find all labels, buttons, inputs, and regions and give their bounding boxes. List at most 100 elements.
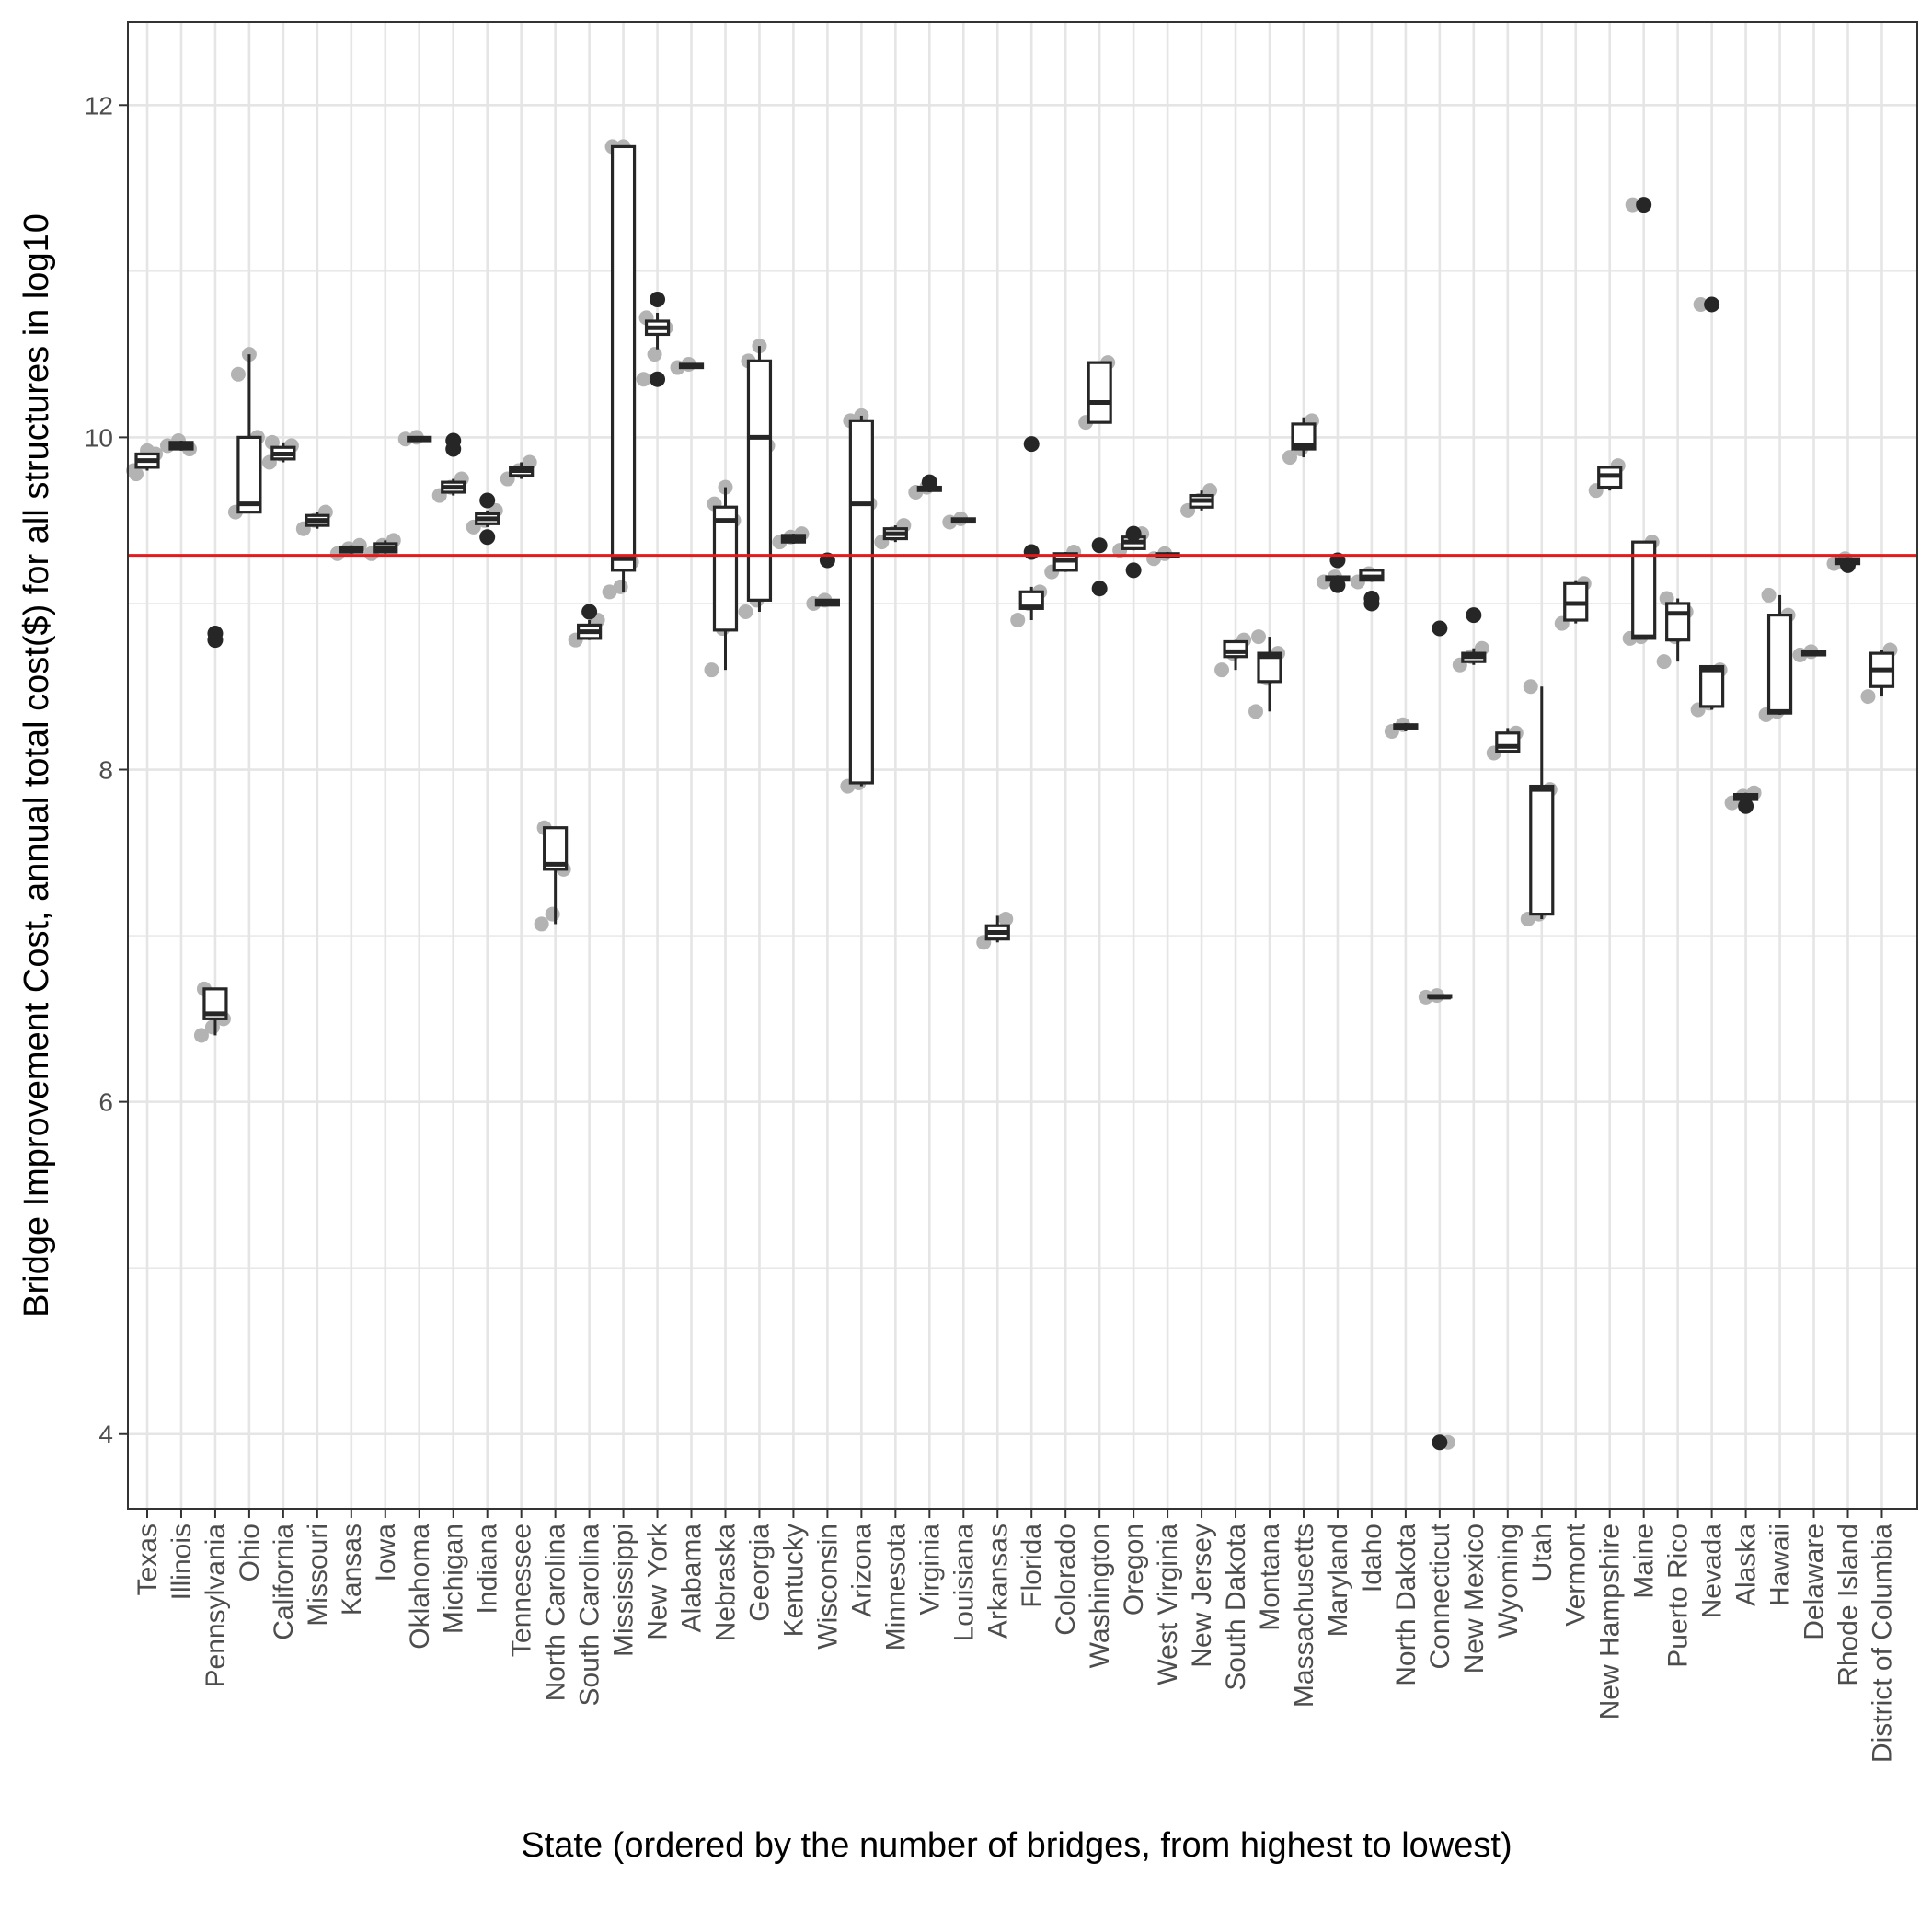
box — [1529, 784, 1555, 916]
x-tick-label: West Virginia — [1153, 1524, 1183, 1685]
x-tick-label: Idaho — [1357, 1524, 1387, 1593]
data-point — [534, 916, 549, 932]
y-tick-label: 12 — [85, 91, 113, 120]
data-point — [1282, 450, 1297, 466]
x-tick-label: Ohio — [235, 1524, 265, 1581]
outlier-point — [1432, 1434, 1448, 1451]
x-tick-label: Kansas — [337, 1524, 367, 1616]
x-tick-label: California — [269, 1524, 299, 1640]
x-tick-label: Wyoming — [1493, 1524, 1524, 1639]
x-tick-label: Nebraska — [710, 1524, 741, 1642]
x-tick-label: Georgia — [744, 1524, 775, 1622]
x-tick-label: Nevada — [1697, 1524, 1728, 1619]
outlier-point — [479, 529, 496, 546]
y-tick-label: 6 — [98, 1088, 113, 1117]
box — [610, 144, 637, 572]
x-tick-label: Louisiana — [949, 1524, 979, 1642]
outlier-point — [1023, 436, 1040, 453]
x-tick-label: Oklahoma — [405, 1524, 435, 1650]
x-tick-label: Arizona — [846, 1524, 877, 1617]
x-tick-label: Minnesota — [880, 1524, 911, 1651]
data-point — [1761, 587, 1777, 603]
x-tick-label: Utah — [1527, 1524, 1558, 1581]
x-tick-label: North Dakota — [1391, 1524, 1421, 1686]
y-axis-title: Bridge Improvement Cost, annual total co… — [17, 213, 56, 1317]
outlier-point — [1363, 591, 1380, 607]
x-tick-label: Kentucky — [778, 1524, 809, 1637]
x-tick-label: Alabama — [677, 1524, 707, 1633]
x-tick-label: Pennsylvania — [201, 1524, 231, 1688]
x-tick-label: North Carolina — [541, 1524, 571, 1702]
x-tick-label: Delaware — [1800, 1524, 1830, 1640]
box — [1087, 361, 1112, 424]
outlier-point — [207, 625, 224, 641]
data-point — [1248, 704, 1264, 719]
x-tick-label: District of Columbia — [1867, 1524, 1897, 1763]
x-tick-label: New Jersey — [1187, 1524, 1217, 1668]
x-tick-label: Florida — [1017, 1524, 1047, 1608]
outlier-point — [1329, 577, 1346, 593]
box — [1766, 613, 1793, 715]
x-tick-label: Wisconsin — [812, 1524, 843, 1650]
data-point — [1693, 296, 1708, 312]
data-point — [545, 906, 560, 922]
data-point — [1860, 689, 1876, 705]
data-point — [397, 431, 413, 447]
x-tick-label: Mississippi — [609, 1524, 639, 1657]
data-point — [1418, 989, 1433, 1005]
x-tick-label: Illinois — [167, 1524, 197, 1600]
data-point — [1251, 629, 1267, 645]
box — [712, 505, 739, 632]
outlier-point — [1432, 620, 1448, 637]
x-tick-label: South Dakota — [1221, 1524, 1251, 1691]
outlier-point — [1704, 296, 1720, 313]
x-tick-label: South Carolina — [575, 1524, 605, 1707]
x-tick-label: Indiana — [473, 1524, 503, 1615]
x-tick-label: Washington — [1085, 1524, 1115, 1668]
data-point — [1523, 679, 1538, 695]
data-point — [704, 662, 719, 678]
x-tick-label: Iowa — [371, 1524, 401, 1582]
x-tick-label: Puerto Rico — [1663, 1524, 1694, 1668]
x-tick-label: Arkansas — [983, 1524, 1013, 1639]
x-tick-label: Maryland — [1323, 1524, 1353, 1637]
x-tick-label: Missouri — [303, 1524, 333, 1627]
outlier-point — [1091, 537, 1108, 554]
x-tick-label: Vermont — [1561, 1523, 1592, 1626]
data-point — [636, 372, 651, 387]
data-point — [1214, 662, 1230, 678]
x-tick-label: Massachusetts — [1289, 1524, 1319, 1708]
x-tick-label: Maine — [1629, 1524, 1660, 1599]
x-tick-label: Texas — [132, 1524, 163, 1595]
data-point — [1010, 613, 1026, 628]
box — [1223, 639, 1248, 659]
x-tick-label: Connecticut — [1425, 1523, 1455, 1669]
y-tick-label: 10 — [85, 423, 113, 452]
outlier-point — [479, 492, 496, 509]
outlier-point — [581, 604, 598, 620]
y-tick-label: 8 — [98, 756, 113, 785]
outlier-point — [1125, 525, 1142, 542]
x-tick-label: Oregon — [1119, 1524, 1149, 1616]
outlier-point — [1738, 798, 1754, 814]
box — [848, 419, 874, 785]
box — [1665, 602, 1691, 642]
outlier-point — [921, 474, 937, 490]
data-point — [129, 466, 144, 482]
x-tick-label: Montana — [1255, 1524, 1285, 1631]
data-point — [738, 604, 753, 619]
x-tick-label: New York — [643, 1523, 673, 1640]
data-point — [647, 347, 662, 362]
outlier-point — [650, 292, 666, 308]
data-point — [998, 912, 1014, 927]
x-tick-label: Alaska — [1731, 1524, 1762, 1606]
x-tick-label: Colorado — [1051, 1524, 1081, 1636]
outlier-point — [1125, 562, 1142, 579]
x-tick-label: Hawaii — [1765, 1524, 1796, 1606]
outlier-point — [1091, 581, 1108, 597]
x-tick-label: New Mexico — [1459, 1524, 1489, 1673]
data-point — [1656, 654, 1672, 670]
data-point — [602, 584, 617, 600]
